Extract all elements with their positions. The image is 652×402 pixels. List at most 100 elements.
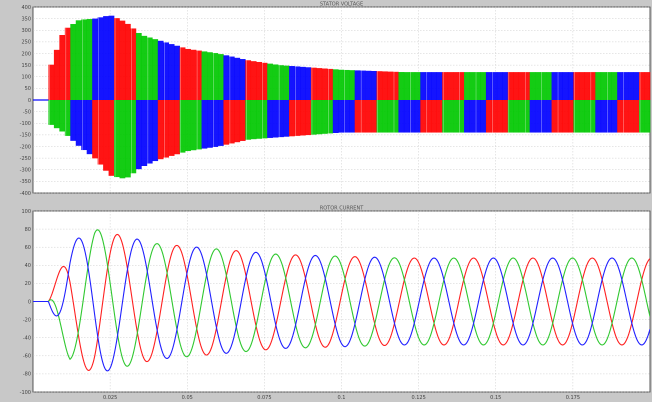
pwm-pulse-negative: [420, 100, 427, 133]
pwm-pulse-positive: [250, 61, 257, 100]
pwm-pulse-negative: [130, 100, 137, 174]
pwm-pulse-negative: [163, 100, 170, 158]
pwm-pulse-positive: [163, 42, 170, 100]
y-tick-label: -60: [23, 354, 31, 360]
pwm-pulse-negative: [294, 100, 301, 136]
pwm-pulse-negative: [185, 100, 191, 152]
pwm-pulse-positive: [354, 70, 361, 100]
pwm-pulse-positive: [600, 72, 607, 100]
y-tick-label: 100: [21, 209, 31, 215]
pwm-pulse-negative: [403, 100, 410, 133]
pwm-pulse-negative: [289, 100, 295, 137]
y-tick-label: 0: [28, 299, 31, 305]
pwm-pulse-negative: [299, 100, 306, 136]
pwm-pulse-negative: [431, 100, 438, 133]
pwm-pulse-positive: [261, 62, 268, 100]
current-series-line: [33, 233, 650, 371]
pwm-pulse-positive: [496, 72, 503, 100]
pwm-pulse-positive: [64, 27, 71, 100]
pwm-pulse-positive: [289, 66, 295, 100]
pwm-pulse-negative: [245, 100, 252, 140]
pwm-pulse-negative: [551, 100, 558, 133]
pwm-pulse-negative: [578, 100, 585, 133]
y-tick-label: -400: [20, 191, 31, 197]
pwm-pulse-negative: [639, 100, 645, 133]
pwm-pulse-positive: [217, 54, 224, 100]
pwm-pulse-positive: [376, 71, 383, 100]
pwm-pulse-positive: [234, 57, 241, 100]
pwm-pulse-positive: [135, 32, 142, 101]
pwm-pulse-positive: [392, 71, 399, 100]
y-tick-label: -200: [20, 144, 31, 150]
pwm-pulse-negative: [458, 100, 465, 133]
pwm-pulse-negative: [442, 100, 448, 133]
pwm-pulse-positive: [305, 67, 312, 100]
pwm-pulse-positive: [108, 15, 115, 101]
pwm-pulse-negative: [360, 100, 366, 133]
pwm-pulse-negative: [152, 100, 159, 162]
pwm-pulse-negative: [589, 100, 596, 133]
pwm-pulse-negative: [261, 100, 268, 139]
pwm-pulse-positive: [589, 72, 596, 100]
pwm-pulse-negative: [376, 100, 383, 133]
pwm-pulse-negative: [179, 100, 186, 153]
pwm-pulse-positive: [382, 71, 388, 100]
pwm-pulse-positive: [644, 72, 651, 100]
pwm-pulse-negative: [119, 100, 126, 179]
pwm-pulse-positive: [425, 72, 432, 100]
pwm-pulse-negative: [628, 100, 634, 133]
pwm-pulse-negative: [114, 100, 120, 178]
pwm-pulse-positive: [278, 65, 284, 100]
pwm-pulse-negative: [201, 100, 208, 149]
y-tick-label: 0: [28, 98, 31, 104]
pwm-pulse-positive: [447, 72, 454, 100]
pwm-pulse-positive: [299, 66, 306, 100]
pwm-pulse-positive: [584, 72, 591, 100]
pwm-pulse-positive: [513, 72, 520, 100]
pwm-pulse-positive: [628, 72, 634, 100]
pwm-pulse-positive: [157, 40, 164, 100]
pwm-pulse-positive: [595, 72, 602, 100]
y-tick-label: 250: [21, 40, 31, 46]
current-series-line: [33, 237, 650, 372]
pwm-pulse-negative: [310, 100, 317, 135]
pwm-pulse-negative: [92, 100, 98, 159]
pwm-pulse-positive: [502, 72, 509, 100]
pwm-pulse-negative: [70, 100, 77, 141]
pwm-pulse-positive: [480, 72, 487, 100]
pwm-pulse-positive: [474, 72, 481, 100]
pwm-pulse-negative: [103, 100, 109, 171]
pwm-pulse-negative: [81, 100, 88, 151]
y-tick-label: -80: [23, 372, 31, 378]
pwm-pulse-negative: [168, 100, 175, 156]
pwm-pulse-negative: [633, 100, 640, 133]
pwm-pulse-negative: [278, 100, 284, 138]
pwm-pulse-negative: [535, 100, 541, 133]
pwm-pulse-positive: [453, 72, 459, 100]
pwm-pulse-positive: [321, 68, 328, 100]
pwm-pulse-positive: [540, 72, 547, 100]
pwm-pulse-negative: [529, 100, 536, 133]
pwm-pulse-positive: [360, 70, 366, 100]
plot-title: ROTOR CURRENT: [320, 206, 364, 212]
y-tick-label: 50: [25, 86, 31, 92]
pwm-pulse-positive: [179, 47, 186, 100]
y-tick-label: 20: [25, 281, 31, 287]
pwm-pulse-negative: [141, 100, 148, 166]
y-tick-label: 150: [21, 63, 31, 69]
pwm-pulse-negative: [644, 100, 651, 133]
pwm-pulse-positive: [97, 17, 104, 100]
pwm-pulse-negative: [212, 100, 219, 147]
pwm-pulse-positive: [464, 72, 470, 100]
pwm-pulse-positive: [622, 72, 629, 100]
pwm-pulse-positive: [332, 69, 339, 100]
pwm-pulse-negative: [546, 100, 552, 133]
pwm-pulse-positive: [551, 72, 558, 100]
pwm-pulse-negative: [86, 100, 93, 155]
pwm-pulse-negative: [453, 100, 459, 133]
pwm-pulse-positive: [75, 20, 82, 101]
pwm-pulse-positive: [387, 71, 394, 100]
pwm-pulse-negative: [256, 100, 263, 139]
pwm-pulse-negative: [524, 100, 530, 133]
pwm-pulse-negative: [485, 100, 492, 133]
